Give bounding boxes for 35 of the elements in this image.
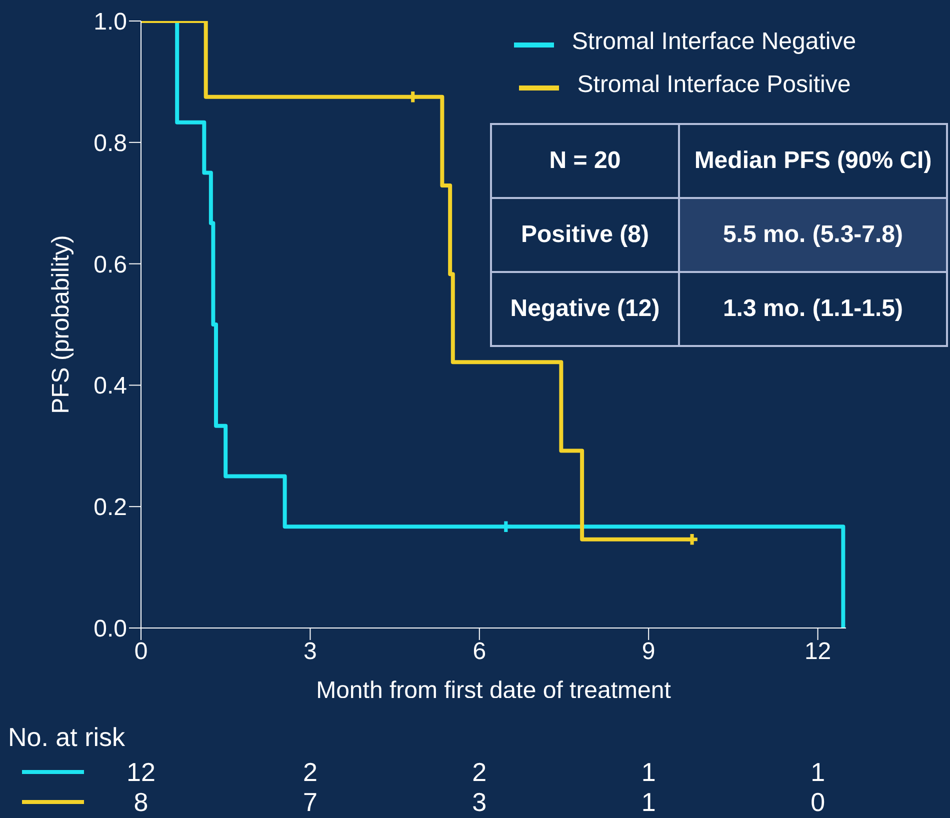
y-tick-label: 0.0 [94,616,127,643]
point [407,92,418,102]
text: 1 [810,757,826,788]
text: 3 [471,787,488,818]
y-tick-label: 1.0 [94,8,127,36]
x-tick-label: 12 [804,638,832,666]
y-axis-title: PFS (probability) [48,235,75,414]
text: 12 [126,757,156,788]
annotation: Negative (12) [491,272,679,346]
text: No. at risk [8,722,126,753]
y-tick-label: 0.4 [94,372,127,400]
point [500,521,512,532]
x-tick-label: 6 [472,638,486,666]
annotation: 1.3 mo. (1.1-1.5) [679,272,947,346]
text: 1 [640,757,657,788]
legend-label: Stromal Interface Positive [577,71,851,98]
y-tick-label: 0.8 [94,130,127,157]
x-axis-title: Month from first date of treatment [316,677,672,704]
text: 2 [471,757,488,788]
annotation: N = 20 [491,124,679,198]
point [686,534,698,545]
x-tick-label: 0 [134,638,148,666]
annotation: 5.5 mo. (5.3-7.8) [679,198,947,272]
annotation: Positive (8) [491,198,679,272]
y-tick-label: 0.6 [94,251,127,278]
legend-label: Stromal Interface Negative [572,28,856,55]
x-tick-label: 3 [304,638,317,666]
x-tick-label: 9 [642,638,656,666]
text: 0 [810,787,826,818]
text: 1 [640,787,657,818]
text: 2 [302,757,318,788]
text: 7 [302,787,318,818]
text: 8 [132,787,150,818]
annotation: Median PFS (90% CI) [679,124,947,198]
y-tick-label: 0.2 [94,494,127,522]
